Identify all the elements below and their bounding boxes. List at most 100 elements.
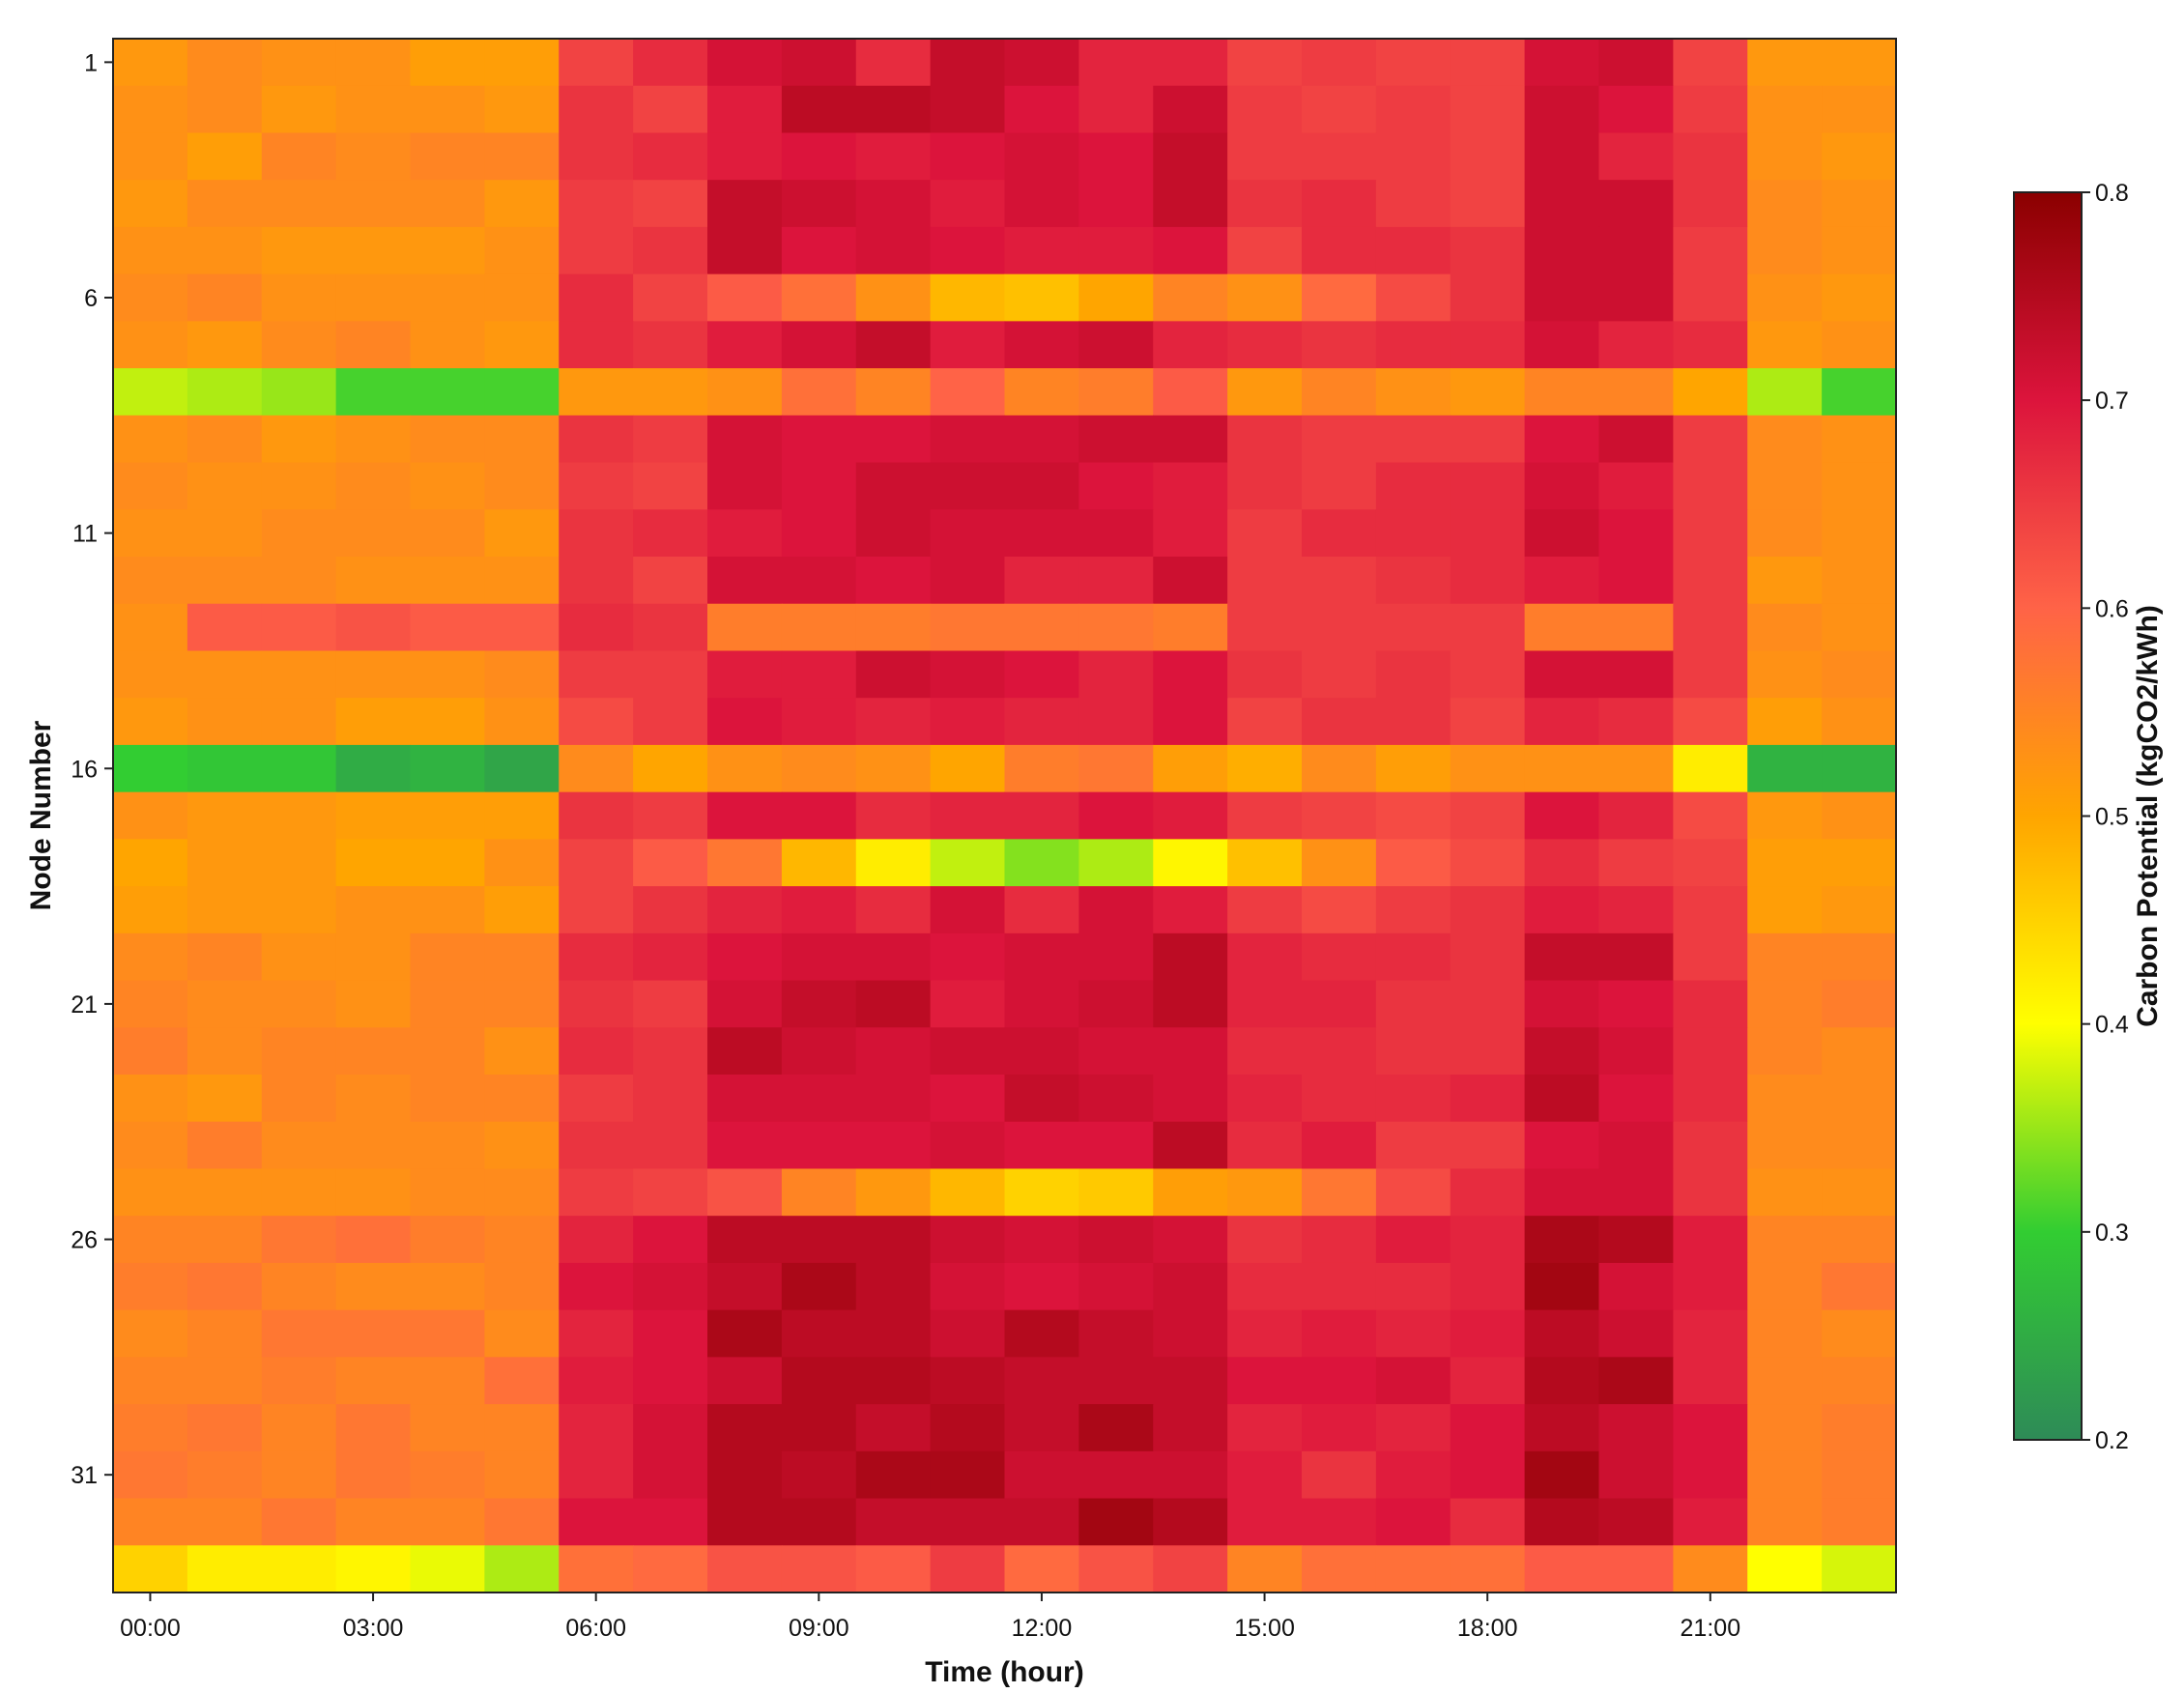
heatmap-cell [1004, 1216, 1079, 1264]
heatmap-cell [1524, 1309, 1600, 1358]
heatmap-cell [1153, 933, 1228, 982]
heatmap-cell [1153, 1121, 1228, 1170]
heatmap-cell [1747, 698, 1823, 746]
heatmap-cell [1747, 132, 1823, 181]
heatmap-cell [1302, 1168, 1377, 1217]
heatmap-cell [1822, 1075, 1897, 1123]
heatmap-cell [113, 368, 188, 416]
heatmap-cell [633, 980, 708, 1028]
heatmap-cell [1227, 886, 1303, 934]
heatmap-cell [1227, 85, 1303, 134]
heatmap-cell [781, 839, 857, 887]
heatmap-cell [113, 462, 188, 510]
heatmap-cell [1673, 1027, 1748, 1076]
heatmap-cell [410, 1121, 485, 1170]
x-tick-label: 09:00 [789, 1615, 849, 1642]
heatmap-cell [1747, 509, 1823, 558]
heatmap-cell [707, 180, 783, 228]
heatmap-cell [1524, 933, 1600, 982]
heatmap-cell [187, 1498, 263, 1546]
heatmap-cell [1004, 886, 1079, 934]
heatmap-cell [1598, 462, 1674, 510]
heatmap-cell [1450, 650, 1526, 699]
heatmap-cell [335, 368, 412, 416]
heatmap-cell [1227, 462, 1303, 510]
heatmap-cell [930, 1545, 1006, 1593]
heatmap-cell [335, 1075, 412, 1123]
heatmap-cell [410, 368, 485, 416]
heatmap-cell [1078, 1168, 1154, 1217]
heatmap-cell [1302, 1216, 1377, 1264]
heatmap-cell [855, 839, 932, 887]
heatmap-cell [1004, 132, 1079, 181]
heatmap-cell [633, 132, 708, 181]
heatmap-cell [633, 1450, 708, 1500]
heatmap-cell [1598, 886, 1674, 934]
heatmap-cell [1673, 1309, 1748, 1358]
heatmap-cell [261, 180, 337, 228]
heatmap-cell [930, 132, 1006, 181]
heatmap-cell [781, 226, 857, 275]
heatmap-cell [1450, 1168, 1526, 1217]
heatmap-cell [1673, 886, 1748, 934]
heatmap-cell [781, 1075, 857, 1123]
heatmap-cell [1227, 980, 1303, 1028]
heatmap-cell [1673, 839, 1748, 887]
heatmap-cell [1598, 321, 1674, 369]
heatmap-cell [113, 886, 188, 934]
heatmap-cell [410, 933, 485, 982]
heatmap-cell [187, 603, 263, 652]
heatmap-cell [930, 698, 1006, 746]
heatmap-cell [187, 650, 263, 699]
heatmap-cell [187, 1075, 263, 1123]
colorbar-tick-label: 0.8 [2095, 180, 2129, 207]
heatmap-cell [1302, 744, 1377, 793]
heatmap-cell [335, 1404, 412, 1452]
heatmap-cell [633, 1498, 708, 1546]
heatmap-cell [1450, 1262, 1526, 1311]
heatmap-cell [707, 886, 783, 934]
heatmap-cell [1004, 1309, 1079, 1358]
heatmap-cell [1598, 368, 1674, 416]
heatmap-cell [707, 321, 783, 369]
heatmap-cell [707, 1498, 783, 1546]
heatmap-cell [1227, 1450, 1303, 1500]
heatmap-cell [633, 791, 708, 840]
heatmap-cell [1375, 39, 1451, 87]
heatmap-cell [559, 744, 634, 793]
heatmap-cell [1375, 1027, 1451, 1076]
heatmap-cell [855, 85, 932, 134]
heatmap-cell [633, 1404, 708, 1452]
heatmap-cell [484, 462, 560, 510]
heatmap-cell [1375, 557, 1451, 605]
heatmap-cell [335, 980, 412, 1028]
heatmap-cell [1822, 462, 1897, 510]
heatmap-cell [187, 1404, 263, 1452]
heatmap-cell [1598, 698, 1674, 746]
heatmap-cell [1375, 1545, 1451, 1593]
heatmap-cell [410, 839, 485, 887]
heatmap-cell [1822, 226, 1897, 275]
heatmap-cell [781, 368, 857, 416]
heatmap-cell [1004, 933, 1079, 982]
heatmap-cell [484, 698, 560, 746]
heatmap-cell [335, 415, 412, 464]
heatmap-cell [1673, 1357, 1748, 1405]
heatmap-cell [1450, 886, 1526, 934]
heatmap-cell [707, 273, 783, 322]
heatmap-cell [559, 509, 634, 558]
heatmap-cell [1227, 650, 1303, 699]
heatmap-cell [1450, 132, 1526, 181]
heatmap-cell [1673, 1404, 1748, 1452]
heatmap-cell [1747, 39, 1823, 87]
heatmap-cell [1153, 509, 1228, 558]
heatmap-cell [1004, 462, 1079, 510]
heatmap-cell [113, 321, 188, 369]
heatmap-cell [781, 980, 857, 1028]
heatmap-cell [707, 603, 783, 652]
heatmap-cell [930, 509, 1006, 558]
heatmap-cell [187, 1450, 263, 1500]
heatmap-cell [1227, 273, 1303, 322]
heatmap-cell [559, 933, 634, 982]
heatmap-cell [261, 650, 337, 699]
